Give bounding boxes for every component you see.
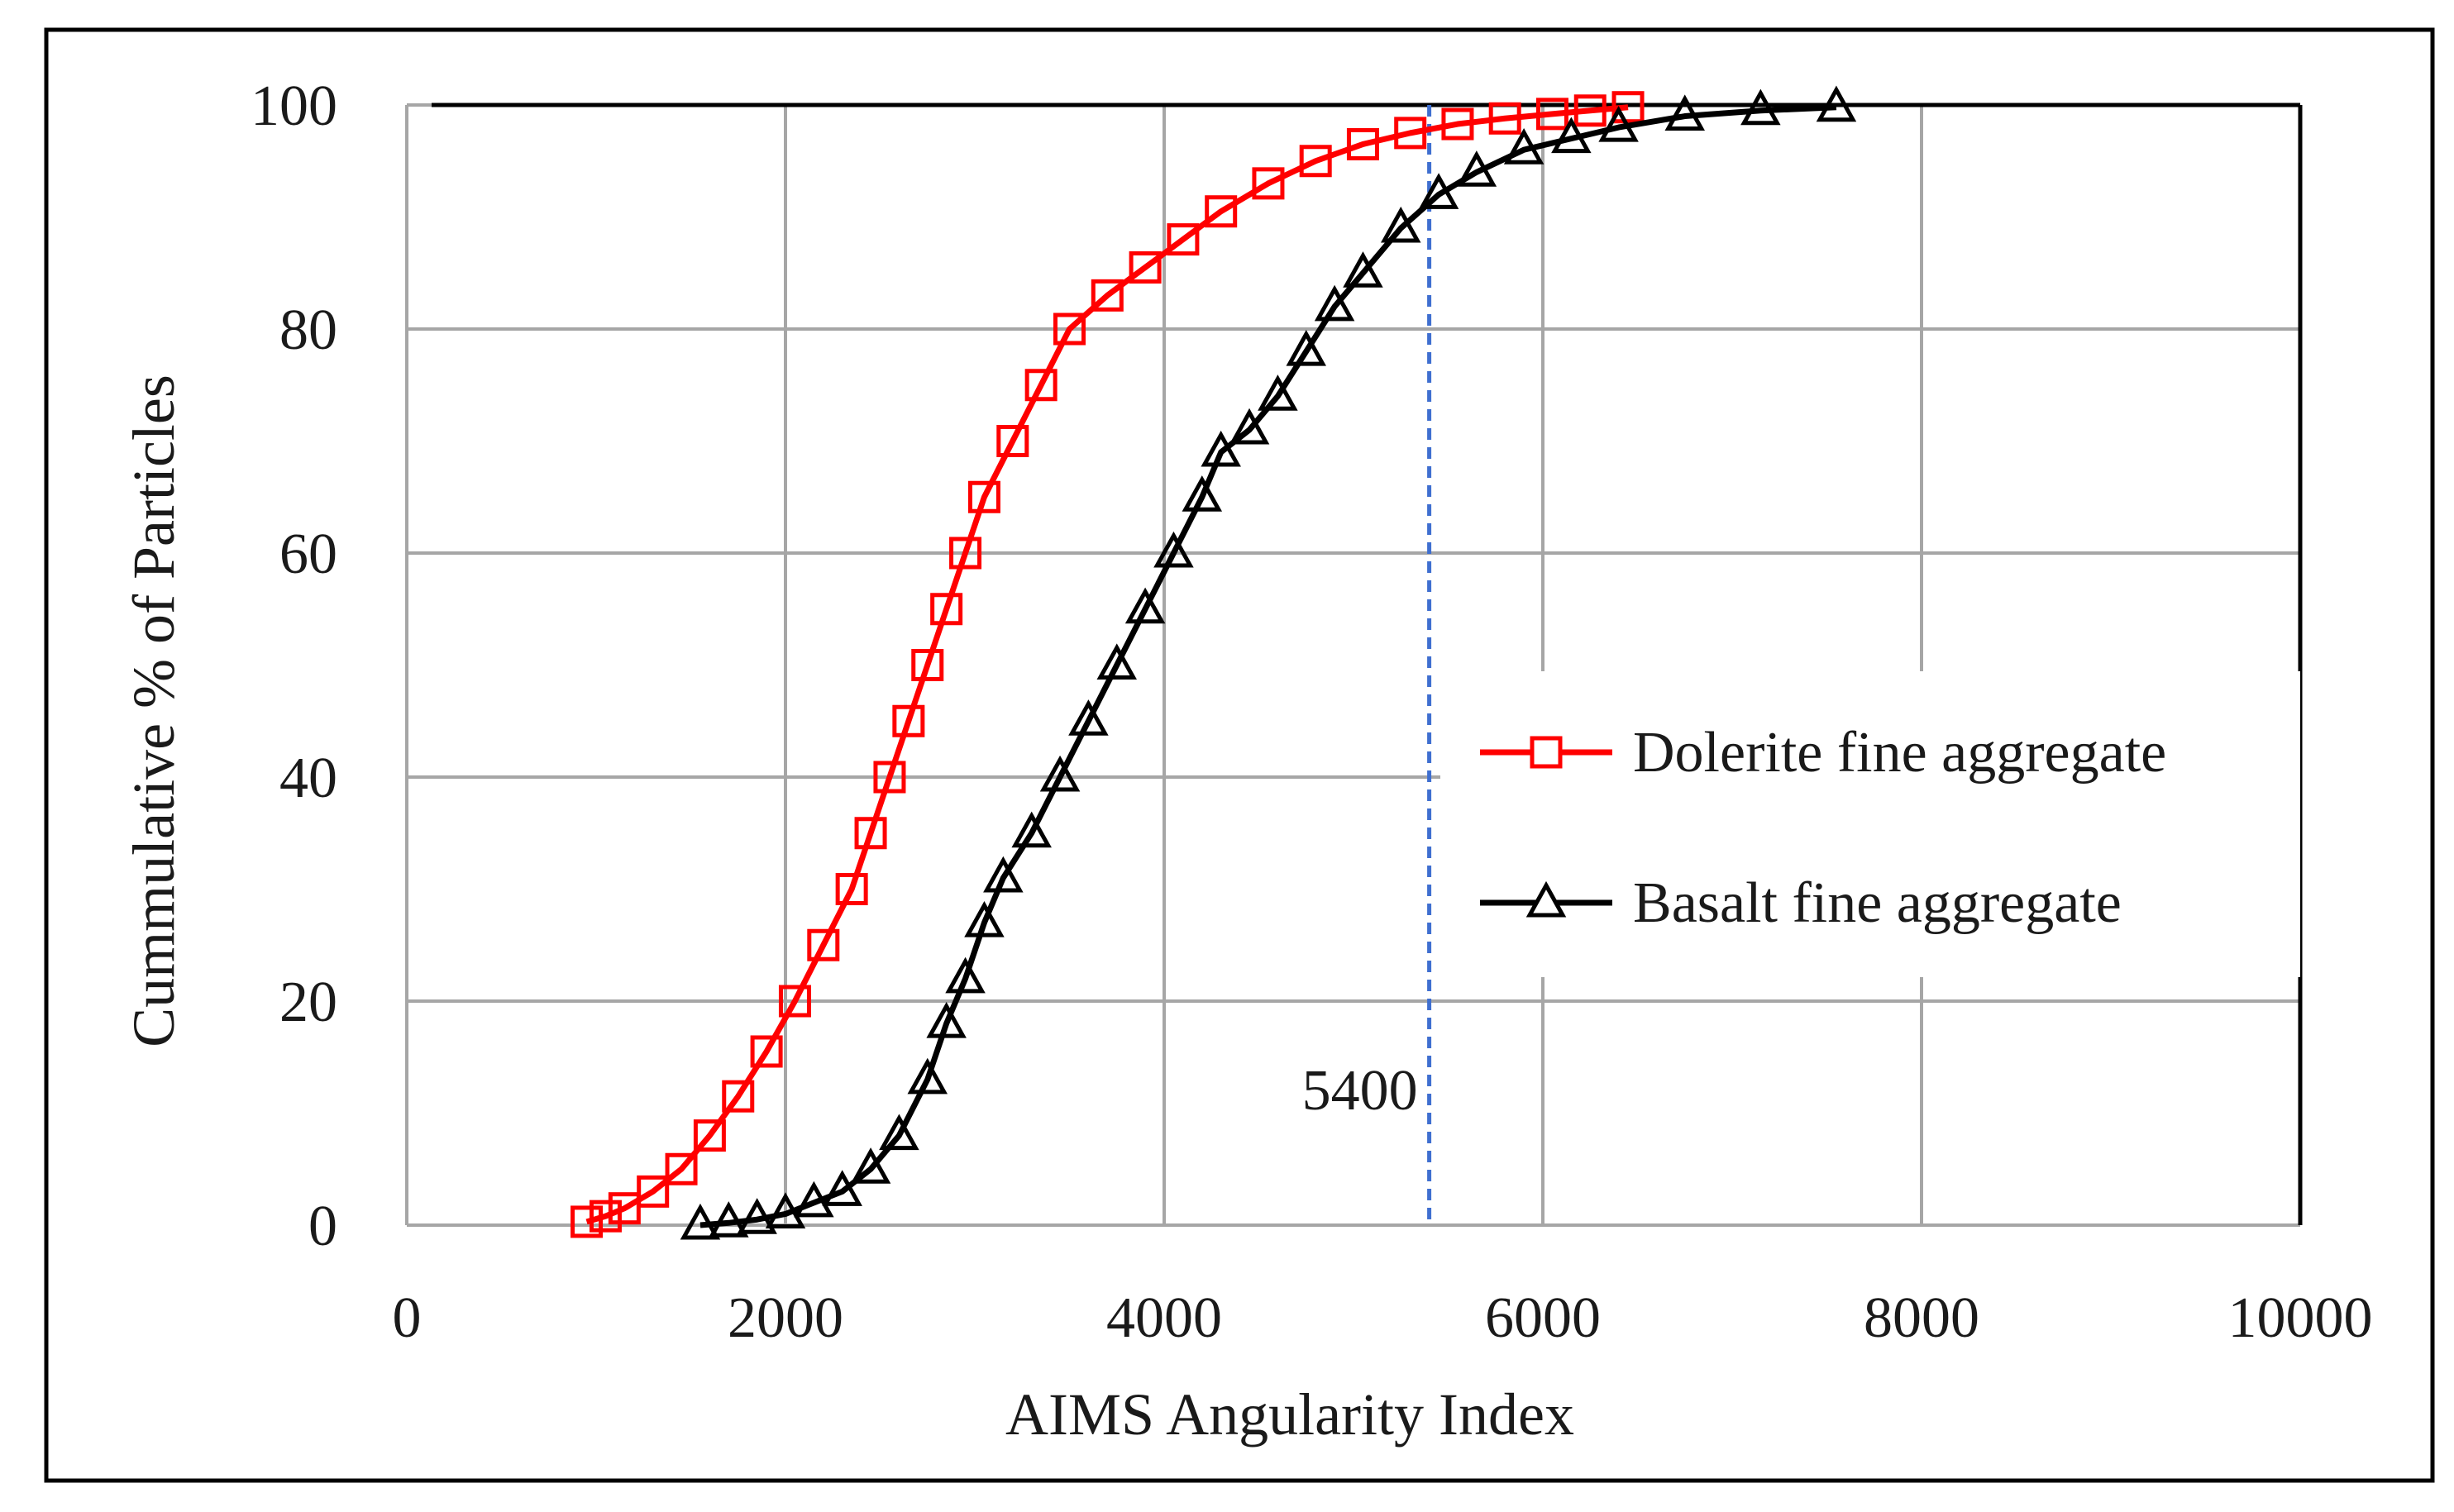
y-tick-label: 20 — [279, 971, 337, 1034]
data-point — [794, 1181, 834, 1218]
x-axis-title: AIMS Angularity Index — [1005, 1381, 1574, 1448]
y-tick-label: 60 — [279, 522, 337, 586]
data-point — [1441, 107, 1474, 141]
y-tick-label: 40 — [279, 746, 337, 810]
data-point — [637, 1175, 670, 1208]
x-tick-label: 4000 — [1106, 1286, 1222, 1350]
data-point — [1229, 408, 1270, 445]
data-point — [693, 1119, 726, 1152]
data-point — [1573, 94, 1607, 127]
series-1 — [680, 85, 1857, 1240]
data-point — [926, 1001, 967, 1038]
data-point — [1129, 250, 1162, 284]
data-point — [737, 1198, 777, 1234]
data-point — [1053, 312, 1086, 346]
x-tick-label: 10000 — [2228, 1286, 2373, 1350]
data-point — [1314, 284, 1355, 322]
data-point — [850, 1147, 891, 1184]
data-point — [1258, 374, 1298, 411]
x-tick-label: 6000 — [1485, 1286, 1601, 1350]
data-point — [1024, 369, 1058, 402]
data-point — [1091, 279, 1124, 312]
series-0 — [571, 91, 1645, 1238]
data-point — [1503, 128, 1544, 165]
legend-swatch-dolerite-marker — [1530, 736, 1563, 769]
data-point — [1205, 195, 1238, 228]
series-line — [585, 104, 1629, 1225]
data-point — [1011, 811, 1052, 848]
y-tick-label: 0 — [308, 1195, 337, 1258]
reference-line-label: 5400 — [1302, 1059, 1418, 1123]
data-point — [1551, 117, 1592, 154]
data-point — [996, 425, 1029, 457]
data-point — [709, 1201, 749, 1238]
data-point — [750, 1035, 783, 1068]
data-point — [1201, 430, 1241, 467]
data-point — [1286, 329, 1326, 366]
data-point — [680, 1203, 721, 1240]
data-point — [1096, 643, 1137, 680]
x-tick-label: 0 — [393, 1286, 422, 1350]
data-point — [1299, 145, 1332, 178]
data-point — [930, 593, 963, 626]
data-point — [1381, 206, 1421, 243]
data-point — [1039, 755, 1081, 792]
series-group — [571, 85, 1857, 1240]
data-point — [945, 956, 986, 994]
data-point — [873, 761, 906, 794]
data-point — [964, 901, 1005, 937]
legend-box — [1440, 671, 2300, 977]
data-point — [892, 704, 925, 737]
y-axis-title: Cummulative % of Particles — [121, 374, 187, 1047]
data-point — [1418, 173, 1459, 209]
data-point — [1456, 150, 1497, 187]
legend: Dolerite fine aggregate Basalt fine aggr… — [1440, 671, 2300, 977]
data-point — [665, 1152, 698, 1185]
data-point — [1124, 587, 1166, 624]
y-tick-label: 80 — [279, 298, 337, 362]
data-point — [722, 1080, 755, 1113]
legend-swatch-basalt-marker — [1525, 880, 1567, 918]
data-point — [907, 1057, 948, 1095]
data-point — [1611, 91, 1645, 124]
data-point — [949, 537, 982, 570]
reference-line-group: 5400 — [1302, 105, 1432, 1225]
x-tick-label: 2000 — [728, 1286, 843, 1350]
data-point — [1816, 85, 1857, 122]
legend-label-dolerite: Dolerite fine aggregate — [1633, 721, 2166, 785]
data-point — [1167, 223, 1200, 256]
data-point — [807, 928, 840, 961]
data-point — [822, 1170, 862, 1206]
data-point — [911, 649, 944, 681]
data-point — [1598, 105, 1639, 142]
data-point — [1153, 531, 1194, 568]
data-point — [589, 1200, 622, 1233]
data-point — [1343, 251, 1383, 288]
data-point — [1535, 98, 1568, 131]
data-point — [835, 873, 868, 905]
data-point — [571, 1205, 604, 1238]
data-point — [1664, 94, 1705, 131]
data-point — [967, 480, 1000, 513]
data-point — [1394, 117, 1427, 150]
data-point — [778, 985, 811, 1018]
data-point — [1740, 88, 1781, 126]
data-point — [1252, 167, 1285, 200]
data-point — [1488, 102, 1521, 135]
x-tick-label: 8000 — [1864, 1286, 1979, 1350]
series-line — [699, 104, 1837, 1228]
data-point — [879, 1114, 919, 1151]
data-point — [1068, 699, 1109, 736]
data-point — [765, 1192, 806, 1228]
data-point — [1346, 127, 1379, 160]
axes: 0 2000 4000 6000 8000 10000 0 20 40 60 80 100 — [251, 74, 2373, 1350]
data-point — [854, 817, 887, 850]
data-point — [983, 856, 1024, 893]
legend-label-basalt: Basalt fine aggregate — [1633, 871, 2122, 935]
data-point — [608, 1192, 641, 1225]
data-point — [1182, 475, 1223, 512]
y-tick-label: 100 — [251, 74, 337, 138]
